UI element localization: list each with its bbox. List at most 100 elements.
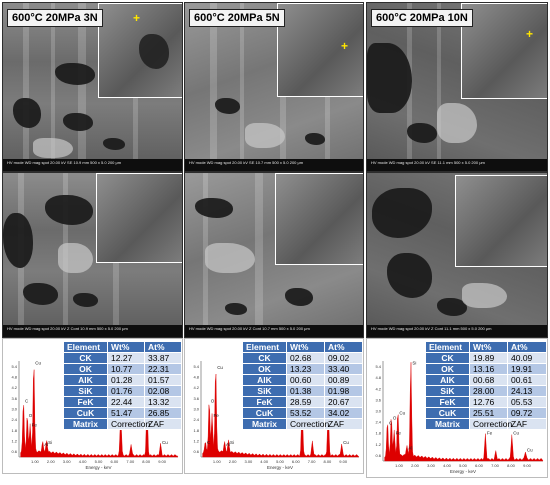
value-cell: 13.32 [144, 396, 182, 408]
element-name-cell: OK [242, 363, 287, 375]
peak-label: C [389, 421, 393, 426]
x-tick-label: 1.00 [395, 463, 404, 468]
y-tick-label: 3.0 [193, 407, 199, 412]
peak-label: Cu [527, 448, 533, 453]
y-tick-label: 1.2 [193, 439, 199, 444]
x-axis-label: Energy - keV [85, 465, 111, 470]
peak-label: O [29, 413, 33, 418]
table-row: CK 19.89 40.09 [425, 352, 547, 364]
y-tick-label: 5.4 [11, 364, 17, 369]
composition-table-3n: Element Wt% At% CK 12.27 33.87 OK 10.77 22.31 AlK… [63, 341, 182, 430]
peak-label: Si [230, 440, 234, 445]
y-tick-label: 4.8 [193, 375, 199, 380]
value-cell: 34.02 [324, 407, 363, 419]
y-tick-label: 2.4 [193, 417, 199, 422]
value-cell: Correction [469, 418, 512, 430]
element-name-cell: SiK [425, 385, 470, 397]
table-row: Matrix Correction ZAF [242, 418, 363, 430]
value-cell: 01.57 [144, 374, 182, 386]
sem-infobar: HV mode WD mag spot 20.00 kV SE 11.1 mm … [367, 159, 547, 171]
peak-label: Cu [162, 440, 168, 445]
element-name-cell: SiK [63, 385, 108, 397]
y-tick-label: 3.6 [11, 396, 17, 401]
value-cell: 00.89 [324, 374, 363, 386]
sem-inset [96, 173, 182, 263]
eds-spectrum-plot: 5.4 4.8 4.2 3.6 3.0 2.4 1.8 1.2 0.6 1.00 2.00 3.00 4… [11, 360, 179, 470]
value-cell: 19.89 [469, 352, 508, 364]
table-header-row: Element Wt% At% [425, 341, 547, 353]
sem-image-top-10n: + HV mode WD mag spot 20.00 kV SE 11.1 m… [366, 2, 548, 172]
y-tick-label: 4.2 [11, 385, 17, 390]
analysis-point-marker: + [526, 27, 534, 41]
sem-image-top-3n: + HV mode WD mag spot 20.00 kV SE 10.9 m… [2, 2, 183, 172]
value-cell: 12.27 [107, 352, 145, 364]
sem-infobar: HV mode WD mag spot 20.00 kV SE 10.9 mm … [3, 159, 182, 171]
x-tick-label: 4.00 [79, 459, 88, 464]
value-cell: 33.87 [144, 352, 182, 364]
peak-label: Cu [217, 365, 223, 370]
x-tick-label: 3.00 [63, 459, 72, 464]
table-row: SiK 28.00 24.13 [425, 385, 547, 397]
table-row: CuK 53.52 34.02 [242, 407, 363, 419]
element-name-cell: SiK [242, 385, 287, 397]
table-header-cell: At% [507, 341, 547, 353]
table-row: OK 13.23 33.40 [242, 363, 363, 375]
table-header-cell: Wt% [107, 341, 145, 353]
element-name-cell: Matrix [63, 418, 108, 430]
composition-table-5n: Element Wt% At% CK 02.68 09.02 OK 13.23 33.40 AlK… [242, 341, 363, 430]
value-cell: 53.52 [286, 407, 325, 419]
table-header-cell: Element [242, 341, 287, 353]
element-name-cell: OK [63, 363, 108, 375]
table-header-row: Element Wt% At% [242, 341, 363, 353]
table-row: FeK 28.59 20.67 [242, 396, 363, 408]
value-cell: 10.77 [107, 363, 145, 375]
condition-label-3n: 600°C 20MPa 3N [7, 9, 103, 27]
table-header-cell: Wt% [469, 341, 508, 353]
element-name-cell: FeK [242, 396, 287, 408]
element-name-cell: CK [242, 352, 287, 364]
value-cell: 28.59 [286, 396, 325, 408]
x-tick-label: 7.00 [491, 463, 500, 468]
y-tick-label: 3.6 [375, 397, 381, 402]
x-tick-label: 3.00 [427, 463, 436, 468]
element-name-cell: FeK [425, 396, 470, 408]
sem-inset [455, 175, 547, 267]
value-cell: 00.60 [286, 374, 325, 386]
condition-label-10n: 600°C 20MPa 10N [371, 9, 473, 27]
y-tick-label: 3.6 [193, 396, 199, 401]
value-cell: Correction [286, 418, 329, 430]
sem-infobar: HV mode WD mag spot 20.00 kV Z Cont 10.9… [3, 325, 182, 337]
value-cell: 01.98 [324, 385, 363, 397]
value-cell: 12.76 [469, 396, 508, 408]
x-tick-label: 6.00 [475, 463, 484, 468]
peak-label: Al [408, 446, 412, 451]
y-tick-label: 4.2 [375, 386, 381, 391]
peak-label: Cu [399, 411, 405, 416]
element-name-cell: AlK [242, 374, 287, 386]
x-tick-label: 9.00 [339, 459, 348, 464]
x-tick-label: 5.00 [95, 459, 104, 464]
value-cell: 01.38 [286, 385, 325, 397]
table-header-row: Element Wt% At% [63, 341, 182, 353]
y-tick-label: 5.4 [375, 364, 381, 369]
peak-label: Fe [214, 413, 220, 418]
table-row: CuK 51.47 26.85 [63, 407, 182, 419]
sem-image-bottom-3n: HV mode WD mag spot 20.00 kV Z Cont 10.9… [2, 172, 183, 338]
element-name-cell: AlK [63, 374, 108, 386]
element-name-cell: Matrix [425, 418, 470, 430]
value-cell: 09.02 [324, 352, 363, 364]
value-cell: 09.72 [507, 407, 547, 419]
peak-label: C [207, 440, 211, 445]
element-name-cell: Matrix [242, 418, 287, 430]
table-row: OK 13.16 19.91 [425, 363, 547, 375]
element-name-cell: CK [63, 352, 108, 364]
element-name-cell: CuK [63, 407, 108, 419]
sem-image-top-5n: + HV mode WD mag spot 20.00 kV SE 10.7 m… [184, 2, 364, 172]
x-axis-label: Energy - keV [267, 465, 293, 470]
peak-label: O [393, 416, 397, 421]
table-header-cell: Element [425, 341, 470, 353]
x-tick-label: 7.00 [308, 459, 317, 464]
sem-inset [275, 173, 363, 265]
table-row: OK 10.77 22.31 [63, 363, 182, 375]
x-tick-label: 7.00 [126, 459, 135, 464]
